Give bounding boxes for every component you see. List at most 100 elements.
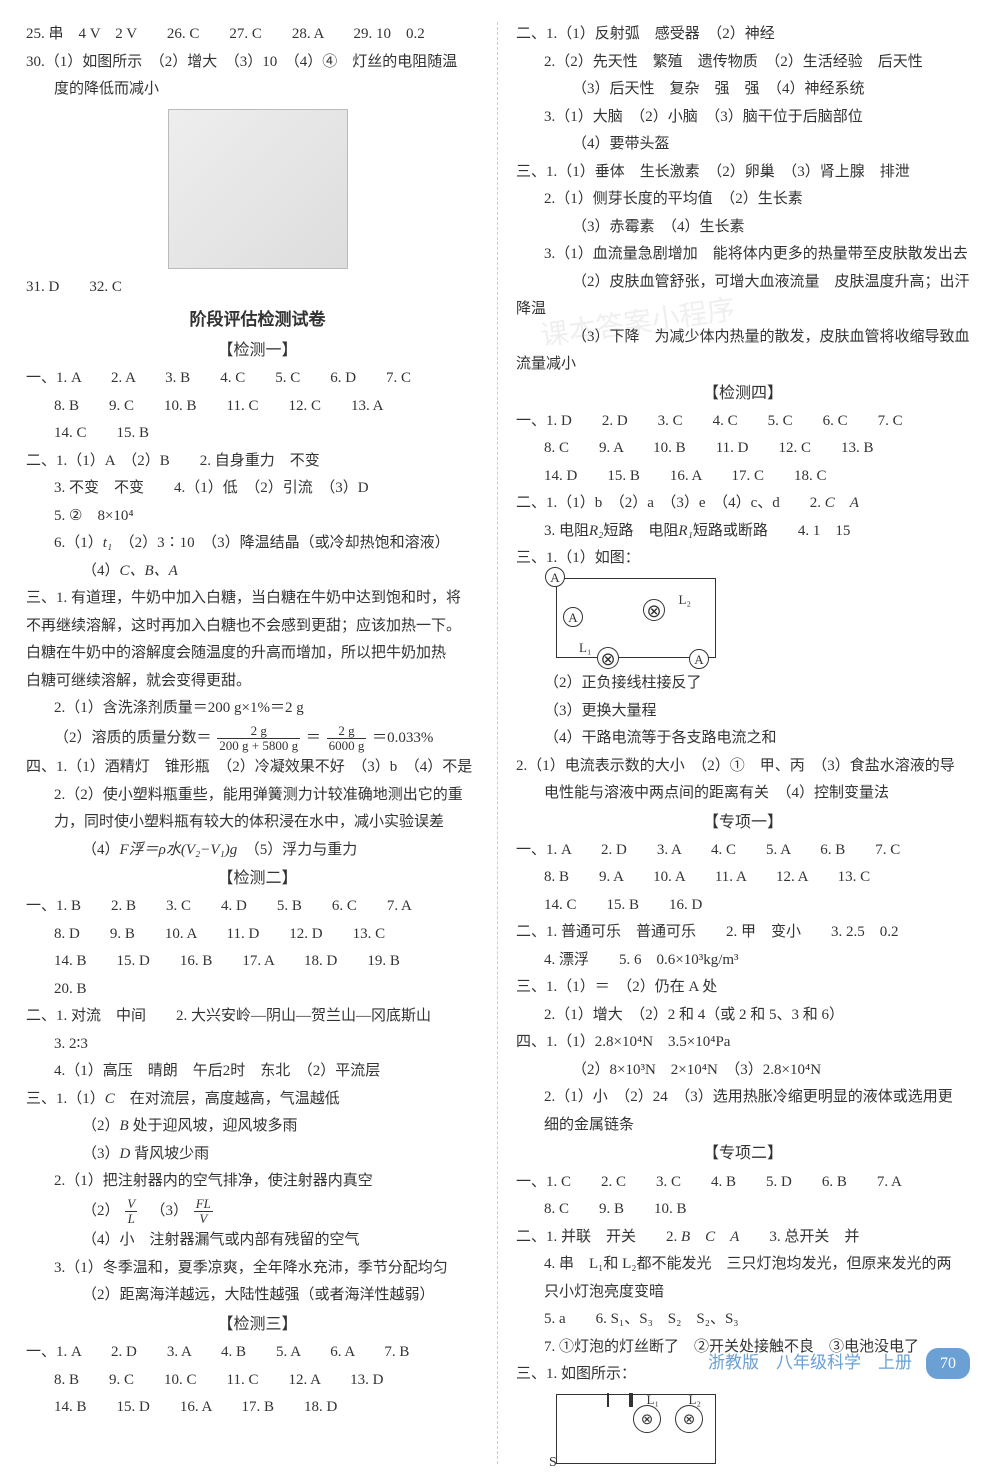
text: 二、1.（1）b （2）a （3）e （4）c、d 2. [516, 495, 825, 511]
frac-num: V [125, 1197, 137, 1212]
text: 3. 总开关 并 [739, 1229, 859, 1245]
answer-line: （4）要带头盔 [516, 132, 970, 158]
text: （4） [82, 563, 120, 579]
subsection-title: 【检测一】 [26, 337, 489, 364]
subsection-title: 【检测四】 [516, 380, 970, 407]
page-footer: 浙教版 八年级科学 上册 70 [708, 1348, 970, 1379]
circuit-diagram: A A A L₂ L₁ [556, 578, 716, 658]
text: （4） [82, 842, 120, 858]
answer-line: （4）小 注射器漏气或内部有残留的空气 [26, 1228, 489, 1254]
frac-den: V [194, 1212, 213, 1226]
answer-line: 二、1. 并联 开关 2. B C A 3. 总开关 并 [516, 1225, 970, 1251]
section-title: 阶段评估检测试卷 [26, 306, 489, 335]
answer-line: 31. D 32. C [26, 275, 489, 301]
label: L₂ [689, 1389, 701, 1411]
text: 处于迎风坡，迎风坡多雨 [129, 1118, 298, 1134]
italic: F浮＝ρ水(V₂−V₁)g [120, 842, 238, 858]
answer-line: 8. B 9. C 10. B 11. C 12. C 13. A [26, 394, 489, 420]
answer-line: （2）8×10³N 2×10⁴N （3）2.8×10⁴N [516, 1058, 970, 1084]
answer-line: 细的金属链条 [516, 1113, 970, 1139]
ammeter-icon: A [689, 649, 709, 669]
two-column-layout: 25. 串 4 V 2 V 26. C 27. C 28. A 29. 10 0… [18, 22, 982, 1464]
text: 短路 电阻 [603, 523, 678, 539]
answer-line: 2.（1）电流表示数的大小 （2）① 甲、丙 （3）食盐水溶液的导 [516, 754, 970, 780]
lamp-icon [597, 647, 619, 669]
answer-line: 6.（1）t₁ （2）3∶10 （3）降温结晶（或冷却热饱和溶液） [26, 531, 489, 557]
answer-line: 3. 2∶3 [26, 1032, 489, 1058]
answer-line: （3）赤霉素 （4）生长素 [516, 215, 970, 241]
text: （2）3∶10 （3）降温结晶（或冷却热饱和溶液） [112, 535, 450, 551]
fraction: 2 g6000 g [327, 724, 367, 754]
subsection-title: 【检测三】 [26, 1311, 489, 1338]
answer-line: 3.（1）血流量急剧增加 能将体内更多的热量带至皮肤散发出去 [516, 242, 970, 268]
answer-line: 四、1.（1）2.8×10⁴N 3.5×10⁴Pa [516, 1030, 970, 1056]
text: （2）溶质的质量分数＝ [54, 730, 212, 746]
text: 3. 电阻 [544, 523, 589, 539]
answer-line: 2.（1）把注射器内的空气排净，使注射器内真空 [26, 1169, 489, 1195]
label: L₁ [647, 1389, 659, 1411]
text: 在对流层，高度越高，气温越低 [115, 1091, 340, 1107]
answer-line: 三、1. 有道理，牛奶中加入白糖，当白糖在牛奶中达到饱和时，将 [26, 586, 489, 612]
battery-icon [607, 1393, 633, 1407]
answer-line: 14. B 15. D 16. A 17. B 18. D [26, 1395, 489, 1421]
answer-line: 一、1. C 2. C 3. C 4. B 5. D 6. B 7. A [516, 1170, 970, 1196]
subsection-title: 【专项二】 [516, 1140, 970, 1167]
answer-line: （2）溶质的质量分数＝ 2 g200 g + 5800 g ＝ 2 g6000 … [26, 724, 489, 754]
frac-den: 6000 g [327, 739, 367, 753]
italic: R₂ [589, 523, 603, 539]
text: 短路或断路 4. 1 15 [693, 523, 851, 539]
text: （5）浮力与重力 [237, 842, 357, 858]
footer-text: 浙教版 八年级科学 上册 [708, 1349, 912, 1378]
answer-line: 流量减小 [516, 352, 970, 378]
text: （2） [82, 1118, 120, 1134]
lamp-icon [643, 599, 665, 621]
answer-line: 四、1.（1）酒精灯 锥形瓶 （2）冷凝效果不好 （3）b （4）不是 [26, 755, 489, 781]
italic: B C A [681, 1229, 739, 1245]
answer-line: 2.（2）先天性 繁殖 遗传物质 （2）生活经验 后天性 [516, 50, 970, 76]
answer-line: （3）更换大量程 [516, 699, 970, 725]
italic: B [120, 1118, 129, 1134]
answer-line: 5. ② 8×10⁴ [26, 504, 489, 530]
answer-line: （4）C、B、A [26, 559, 489, 585]
answer-line: 8. C 9. B 10. B [516, 1197, 970, 1223]
ammeter-icon: A [563, 607, 583, 627]
answer-line: （2）B 处于迎风坡，迎风坡多雨 [26, 1114, 489, 1140]
subsection-title: 【专项一】 [516, 809, 970, 836]
left-column: 25. 串 4 V 2 V 26. C 27. C 28. A 29. 10 0… [18, 22, 498, 1464]
frac-num: 2 g [217, 724, 300, 739]
answer-line: 14. C 15. B 16. D [516, 893, 970, 919]
answer-line: 二、1.（1）反射弧 感受器 （2）神经 [516, 22, 970, 48]
answer-line: 2.（1）侧芽长度的平均值 （2）生长素 [516, 187, 970, 213]
answer-line: 力，同时使小塑料瓶有较大的体积浸在水中，减小实验误差 [26, 810, 489, 836]
answer-line: 2.（1）小 （2）24 （3）选用热胀冷缩更明显的液体或选用更 [516, 1085, 970, 1111]
answer-line: 20. B [26, 977, 489, 1003]
answer-line: 三、1.（1）＝ （2）仍在 A 处 [516, 975, 970, 1001]
answer-line: 3. 不变 不变 4.（1）低 （2）引流 （3）D [26, 476, 489, 502]
answer-line: 一、1. A 2. D 3. A 4. C 5. A 6. B 7. C [516, 838, 970, 864]
answer-line: （2）皮肤血管舒张，可增大血液流量 皮肤温度升高；出汗 [516, 270, 970, 296]
answer-line: 8. B 9. C 10. C 11. C 12. A 13. D [26, 1368, 489, 1394]
answer-line: 25. 串 4 V 2 V 26. C 27. C 28. A 29. 10 0… [26, 22, 489, 48]
ammeter-icon: A [545, 567, 565, 587]
answer-line: 二、1. 普通可乐 普通可乐 2. 甲 变小 3. 2.5 0.2 [516, 920, 970, 946]
text: 6.（1） [54, 535, 103, 551]
fraction: 2 g200 g + 5800 g [217, 724, 300, 754]
figure-image [168, 109, 348, 269]
answer-line: 8. B 9. A 10. A 11. A 12. A 13. C [516, 865, 970, 891]
answer-line: 一、1. A 2. D 3. A 4. B 5. A 6. A 7. B [26, 1340, 489, 1366]
answer-line: 三、1.（1）C 在对流层，高度越高，气温越低 [26, 1087, 489, 1113]
label: L₂ [679, 589, 691, 611]
answer-line: 5. a 6. S₁、S₃ S₂ S₂、S₃ [516, 1307, 970, 1333]
label: L₁ [579, 637, 591, 659]
answer-line: （3）D 背风坡少雨 [26, 1142, 489, 1168]
answer-line: 一、1. D 2. D 3. C 4. C 5. C 6. C 7. C [516, 409, 970, 435]
text: 二、1. 并联 开关 2. [516, 1229, 681, 1245]
answer-line: 一、1. A 2. A 3. B 4. C 5. C 6. D 7. C [26, 366, 489, 392]
page-number: 70 [926, 1348, 970, 1379]
text: （3） [143, 1203, 188, 1219]
answer-line: 3. 电阻R₂短路 电阻R₁短路或断路 4. 1 15 [516, 519, 970, 545]
answer-line: 3.（1）冬季温和，夏季凉爽，全年降水充沛，季节分配均匀 [26, 1256, 489, 1282]
answer-line: 降温 [516, 297, 970, 323]
answer-line: （4）F浮＝ρ水(V₂−V₁)g （5）浮力与重力 [26, 838, 489, 864]
text: ＝0.033% [372, 730, 433, 746]
